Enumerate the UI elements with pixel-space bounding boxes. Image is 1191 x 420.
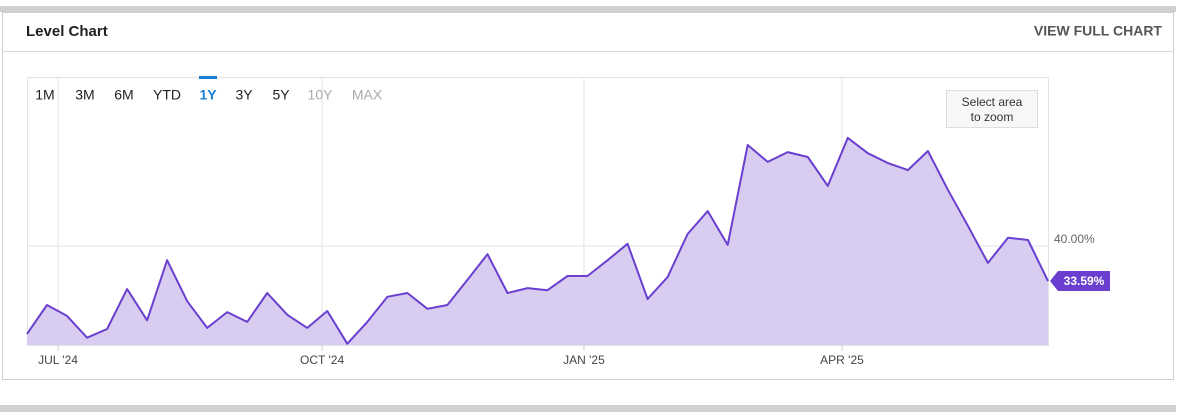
range-button[interactable]: 5Y	[272, 87, 290, 103]
end-flag	[1050, 271, 1110, 292]
panel-title: Level Chart	[26, 23, 108, 40]
range-button[interactable]: 3M	[75, 87, 94, 103]
range-button[interactable]: 1Y	[199, 87, 217, 103]
range-selector: 1M 3M 6M YTD 1Y 3Y 5Y 10Y MAX	[35, 76, 383, 103]
x-tick-label: APR '25	[820, 353, 864, 367]
range-button[interactable]: 3Y	[235, 87, 253, 103]
top-bar	[0, 6, 1176, 12]
bottom-bar	[0, 405, 1176, 412]
range-button: MAX	[352, 87, 383, 103]
range-button[interactable]: YTD	[153, 87, 181, 103]
zoom-hint: Select area to zoom	[946, 90, 1038, 128]
area-fill	[27, 137, 1048, 345]
x-tick-label: JUL '24	[38, 353, 78, 367]
range-button[interactable]: 1M	[35, 87, 54, 103]
x-tick-label: JAN '25	[563, 353, 605, 367]
area-line	[26, 136, 1049, 345]
view-full-chart[interactable]: VIEW FULL CHART	[1034, 23, 1163, 39]
range-button: 10Y	[308, 87, 334, 103]
y-tick-label: 40.00%	[1054, 232, 1095, 246]
x-tick-label: OCT '24	[300, 353, 344, 367]
plot	[26, 136, 1049, 345]
range-button[interactable]: 6M	[114, 87, 133, 103]
range-selected-bar	[199, 76, 217, 79]
zoom-hint-box: Select area to zoom	[946, 90, 1038, 128]
end-label: 33.59%	[1064, 274, 1105, 288]
